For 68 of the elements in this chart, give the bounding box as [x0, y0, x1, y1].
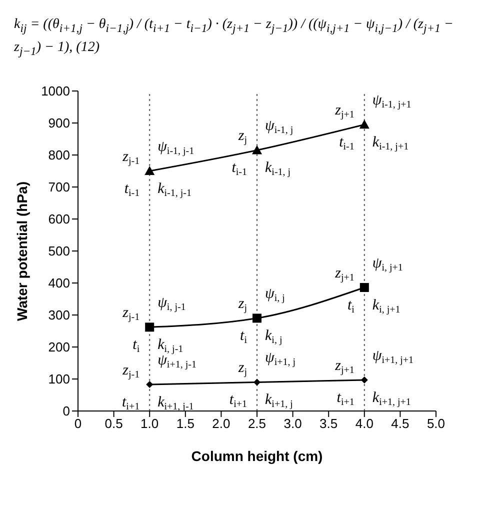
point	[145, 322, 154, 332]
y-tick-label: 0	[62, 403, 70, 418]
annotation: ψ$_{i+1, j+1}$	[372, 348, 414, 366]
y-tick-label: 400	[48, 275, 70, 290]
x-tick-label: 4.0	[355, 416, 374, 431]
annotation: k$_{i-1, j}$	[265, 160, 291, 178]
y-tick-label: 900	[48, 115, 70, 130]
x-axis-title: Column height (cm)	[191, 448, 323, 464]
point	[360, 376, 368, 384]
annotation: z$_{j}$	[237, 360, 247, 378]
annotation: t$_{i}$	[347, 297, 355, 316]
annotation: k$_{i, j-1}$	[158, 336, 184, 355]
point	[252, 313, 262, 322]
point	[360, 282, 369, 292]
y-tick-label: 600	[48, 211, 70, 226]
annotation: t$_{i}$	[132, 336, 140, 355]
annotation: ψ$_{i+1, j}$	[265, 350, 296, 368]
annotation: z$_{j-1}$	[122, 148, 140, 167]
annotation: z$_{j+1}$	[334, 358, 354, 376]
annotation: t$_{i-1}$	[232, 160, 247, 178]
x-tick-label: 4.5	[391, 416, 410, 431]
y-tick-label: 700	[48, 179, 70, 194]
annotation: k$_{i, j+1}$	[372, 297, 400, 316]
annotation: z$_{j+1}$	[334, 102, 354, 120]
x-tick-label: 0.5	[104, 416, 123, 431]
annotation: ψ$_{i, j-1}$	[158, 294, 186, 313]
annotation: ψ$_{i-1, j}$	[265, 118, 294, 136]
y-tick-label: 500	[48, 243, 70, 258]
annotation: z$_{j}$	[237, 296, 247, 314]
y-tick-label: 200	[48, 339, 70, 354]
annotation: k$_{i-1, j+1}$	[372, 134, 409, 152]
y-tick-label: 800	[48, 147, 70, 162]
annotation: t$_{i-1}$	[124, 180, 140, 199]
annotation: k$_{i, j}$	[265, 328, 282, 346]
text: k$_{ij}$ = ((θ$_{i+1,j}$ − θ$_{i−1,j}$) / (t$_{i+1}$ − t$_{i−1}$) · (z$_{j+1}$ − z$_{j−1}$)) / ((ψ$_{i,j+1}$ − ψ$_{i,j−1}$) / (z$_{j+1}$ − z$_{j−1}$) − 1), (12)	[14, 17, 454, 58]
x-tick-label: 3.5	[320, 416, 338, 431]
point	[359, 119, 370, 128]
point	[144, 166, 155, 175]
x-tick-label: 5.0	[426, 416, 446, 431]
x-tick-label: 3.0	[284, 416, 302, 431]
annotation: z$_{j-1}$	[122, 362, 140, 380]
annotation: t$_{i}$	[240, 328, 248, 346]
annotation: ψ$_{i, j+1}$	[372, 255, 403, 274]
annotation: k$_{i+1, j}$	[265, 392, 293, 410]
annotation: z$_{j-1}$	[122, 304, 140, 323]
point	[252, 144, 262, 154]
annotation: t$_{i+1}$	[336, 390, 354, 408]
x-tick-label: 1.0	[140, 416, 159, 431]
x-tick-label: 1.5	[176, 416, 194, 431]
y-tick-label: 300	[48, 307, 70, 322]
x-tick-label: 0	[74, 416, 82, 431]
annotation: k$_{i+1, j+1}$	[372, 390, 411, 408]
point	[254, 378, 260, 386]
point	[146, 380, 154, 388]
annotation: z$_{j}$	[237, 128, 247, 146]
annotation: ψ$_{i, j}$	[265, 286, 285, 304]
annotation: t$_{i+1}$	[122, 394, 140, 412]
annotation: t$_{i-1}$	[339, 134, 354, 152]
x-tick-label: 2.0	[212, 416, 230, 431]
x-tick-label: 2.5	[248, 416, 266, 431]
annotation: ψ$_{i-1, j-1}$	[158, 138, 194, 157]
y-tick-label: 1000	[41, 83, 70, 98]
annotation: t$_{i+1}$	[229, 392, 247, 410]
annotation: ψ$_{i-1, j+1}$	[372, 92, 412, 110]
y-axis-title: Water potential (hPa)	[14, 181, 30, 321]
annotation: z$_{j+1}$	[334, 265, 354, 284]
annotation: k$_{i-1, j-1}$	[158, 180, 192, 199]
y-tick-label: 100	[48, 371, 70, 386]
